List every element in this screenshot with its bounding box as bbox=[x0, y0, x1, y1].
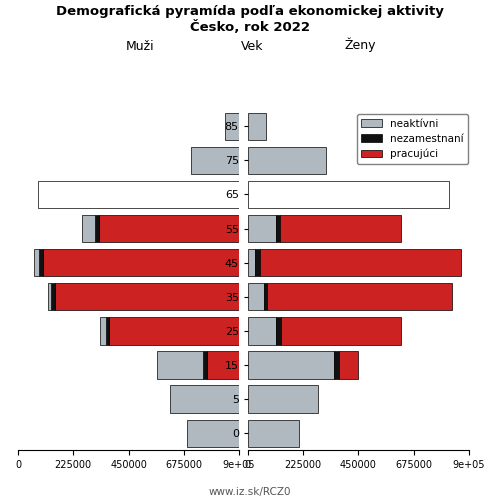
Bar bbox=[226, 112, 239, 140]
Bar bbox=[106, 318, 109, 344]
Bar bbox=[39, 249, 42, 276]
Bar bbox=[248, 420, 300, 447]
Bar bbox=[157, 352, 204, 378]
Bar bbox=[281, 318, 401, 344]
Bar bbox=[38, 181, 239, 208]
Bar bbox=[55, 283, 239, 310]
Text: www.iz.sk/RCZ0: www.iz.sk/RCZ0 bbox=[209, 488, 291, 498]
Bar bbox=[191, 146, 239, 174]
Bar bbox=[248, 146, 326, 174]
Bar bbox=[248, 386, 318, 413]
Text: Vek: Vek bbox=[241, 40, 264, 52]
Bar bbox=[48, 283, 51, 310]
Bar bbox=[96, 215, 99, 242]
Bar bbox=[338, 352, 358, 378]
Bar bbox=[51, 283, 55, 310]
Bar bbox=[268, 283, 452, 310]
Text: Demografická pyramída podľa ekonomickej aktivity
Česko, rok 2022: Demografická pyramída podľa ekonomickej … bbox=[56, 5, 444, 34]
Bar bbox=[248, 249, 255, 276]
Bar bbox=[334, 352, 338, 378]
Bar bbox=[188, 420, 239, 447]
Bar bbox=[260, 249, 462, 276]
Bar bbox=[248, 112, 266, 140]
Bar bbox=[276, 215, 280, 242]
Bar bbox=[34, 249, 39, 276]
Bar bbox=[255, 249, 260, 276]
Bar bbox=[276, 318, 281, 344]
Bar bbox=[248, 283, 264, 310]
Bar bbox=[280, 215, 401, 242]
Bar bbox=[82, 215, 96, 242]
Bar bbox=[170, 386, 239, 413]
Bar bbox=[109, 318, 239, 344]
Bar bbox=[99, 215, 239, 242]
Bar bbox=[207, 352, 239, 378]
Bar bbox=[100, 318, 106, 344]
Text: Ženy: Ženy bbox=[344, 38, 376, 52]
Bar bbox=[42, 249, 239, 276]
Bar bbox=[248, 318, 276, 344]
Bar bbox=[248, 181, 449, 208]
Text: Muži: Muži bbox=[126, 40, 154, 52]
Bar bbox=[264, 283, 268, 310]
Bar bbox=[248, 215, 276, 242]
Bar bbox=[204, 352, 207, 378]
Legend: neaktívni, nezamestnaní, pracujúci: neaktívni, nezamestnaní, pracujúci bbox=[357, 114, 468, 164]
Bar bbox=[248, 352, 334, 378]
